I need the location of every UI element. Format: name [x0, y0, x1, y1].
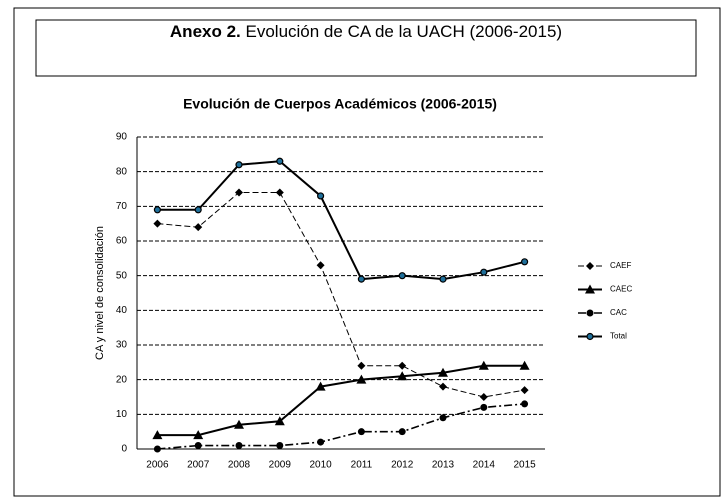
marker — [317, 192, 325, 200]
y-tick-label: 80 — [116, 166, 128, 177]
marker — [356, 374, 367, 384]
marker — [194, 223, 203, 232]
marker — [479, 393, 488, 401]
marker — [397, 371, 408, 381]
marker — [235, 442, 243, 450]
marker — [521, 400, 529, 408]
marker — [357, 275, 365, 283]
marker — [480, 403, 488, 411]
marker — [153, 445, 161, 453]
marker — [398, 428, 406, 436]
marker — [235, 188, 243, 197]
series-line — [157, 191, 525, 398]
legend-label: CAEF — [610, 261, 631, 270]
marker — [520, 258, 529, 266]
x-tick-label: 2006 — [146, 460, 169, 471]
marker — [274, 416, 285, 426]
y-tick-label: 20 — [116, 374, 128, 385]
marker — [275, 188, 284, 197]
legend-label: CAEC — [610, 285, 632, 294]
x-tick-label: 2014 — [473, 460, 496, 471]
marker — [478, 360, 489, 370]
legend-label: Total — [610, 332, 627, 341]
marker — [276, 157, 284, 165]
legend-label: CAC — [610, 308, 627, 317]
legend-marker — [586, 332, 594, 341]
x-tick-label: 2011 — [351, 460, 373, 471]
marker — [398, 272, 406, 280]
header-title: Evolución de CA de la UACH (2006-2015) — [246, 22, 563, 41]
y-tick-label: 90 — [116, 132, 128, 143]
marker — [398, 361, 407, 370]
x-tick-label: 2008 — [228, 460, 251, 471]
marker — [317, 438, 325, 446]
marker — [152, 430, 163, 440]
y-tick-label: 60 — [116, 236, 128, 247]
x-tick-label: 2013 — [432, 460, 455, 471]
marker — [234, 419, 244, 429]
series-line — [157, 364, 525, 437]
marker — [520, 386, 529, 395]
marker — [439, 275, 447, 283]
chart-title: Evolución de Cuerpos Académicos (2006-20… — [183, 96, 497, 112]
header-label: Anexo 2. — [170, 22, 241, 41]
y-tick-label: 70 — [116, 201, 128, 212]
marker — [315, 381, 326, 391]
series-line — [157, 160, 525, 281]
legend-marker — [585, 284, 595, 294]
marker — [153, 206, 161, 214]
marker — [194, 442, 202, 450]
y-tick-label: 40 — [116, 305, 128, 316]
y-tick-label: 10 — [116, 409, 128, 420]
marker — [357, 428, 365, 436]
y-axis-label: CA y nivel de consolidación — [94, 226, 106, 360]
x-tick-label: 2009 — [269, 460, 292, 471]
legend-marker — [586, 309, 594, 317]
marker — [235, 161, 243, 169]
x-tick-label: 2010 — [309, 460, 332, 471]
marker — [438, 367, 448, 377]
header-box — [35, 19, 697, 77]
x-tick-label: 2012 — [391, 460, 414, 471]
marker — [480, 268, 488, 276]
frame — [13, 7, 721, 497]
marker — [519, 360, 530, 370]
legend-marker — [586, 262, 594, 270]
x-tick-label: 2015 — [513, 460, 536, 471]
header: Anexo 2. Evolución de CA de la UACH (200… — [170, 22, 562, 41]
marker — [276, 442, 284, 450]
marker — [153, 219, 162, 228]
marker — [439, 414, 447, 422]
marker — [194, 206, 202, 214]
marker — [193, 430, 204, 440]
y-tick-label: 0 — [121, 444, 127, 455]
marker — [316, 261, 325, 270]
marker — [357, 361, 366, 370]
y-tick-label: 30 — [116, 340, 128, 351]
marker — [439, 382, 447, 391]
series-line — [157, 403, 525, 450]
x-tick-label: 2007 — [187, 460, 210, 471]
y-tick-label: 50 — [116, 270, 128, 281]
